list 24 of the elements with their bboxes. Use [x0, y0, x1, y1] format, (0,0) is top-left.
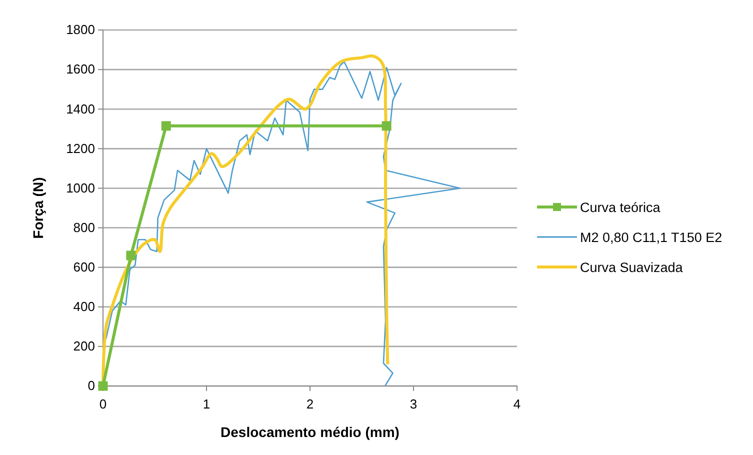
legend-label: Curva Suavizada [580, 260, 684, 275]
legend-label: M2 0,80 C11,1 T150 E2 [580, 230, 722, 245]
point [126, 250, 136, 260]
x-tick-label: 4 [513, 396, 521, 412]
y-tick-label: 1600 [66, 62, 95, 77]
x-tick-label: 2 [306, 396, 314, 412]
point [382, 121, 392, 131]
y-tick-label: 400 [73, 299, 95, 314]
x-tick-label: 0 [99, 396, 107, 412]
x-tick-label: 1 [202, 396, 210, 412]
point [161, 121, 171, 131]
y-tick-label: 1800 [66, 22, 95, 38]
x-axis-title: Deslocamento médio (mm) [220, 424, 400, 440]
point [98, 381, 108, 391]
legend-label: Curva teórica [580, 200, 661, 215]
y-tick-label: 1400 [66, 101, 95, 116]
y-tick-label: 800 [73, 220, 95, 235]
y-tick-label: 600 [73, 259, 95, 274]
y-tick-label: 200 [73, 338, 95, 354]
y-tick-label: 0 [88, 378, 95, 394]
y-axis-title: Força (N) [30, 177, 46, 239]
y-tick-label: 1000 [66, 180, 95, 196]
y-tick-label: 1200 [66, 140, 95, 156]
x-tick-label: 3 [410, 396, 418, 412]
